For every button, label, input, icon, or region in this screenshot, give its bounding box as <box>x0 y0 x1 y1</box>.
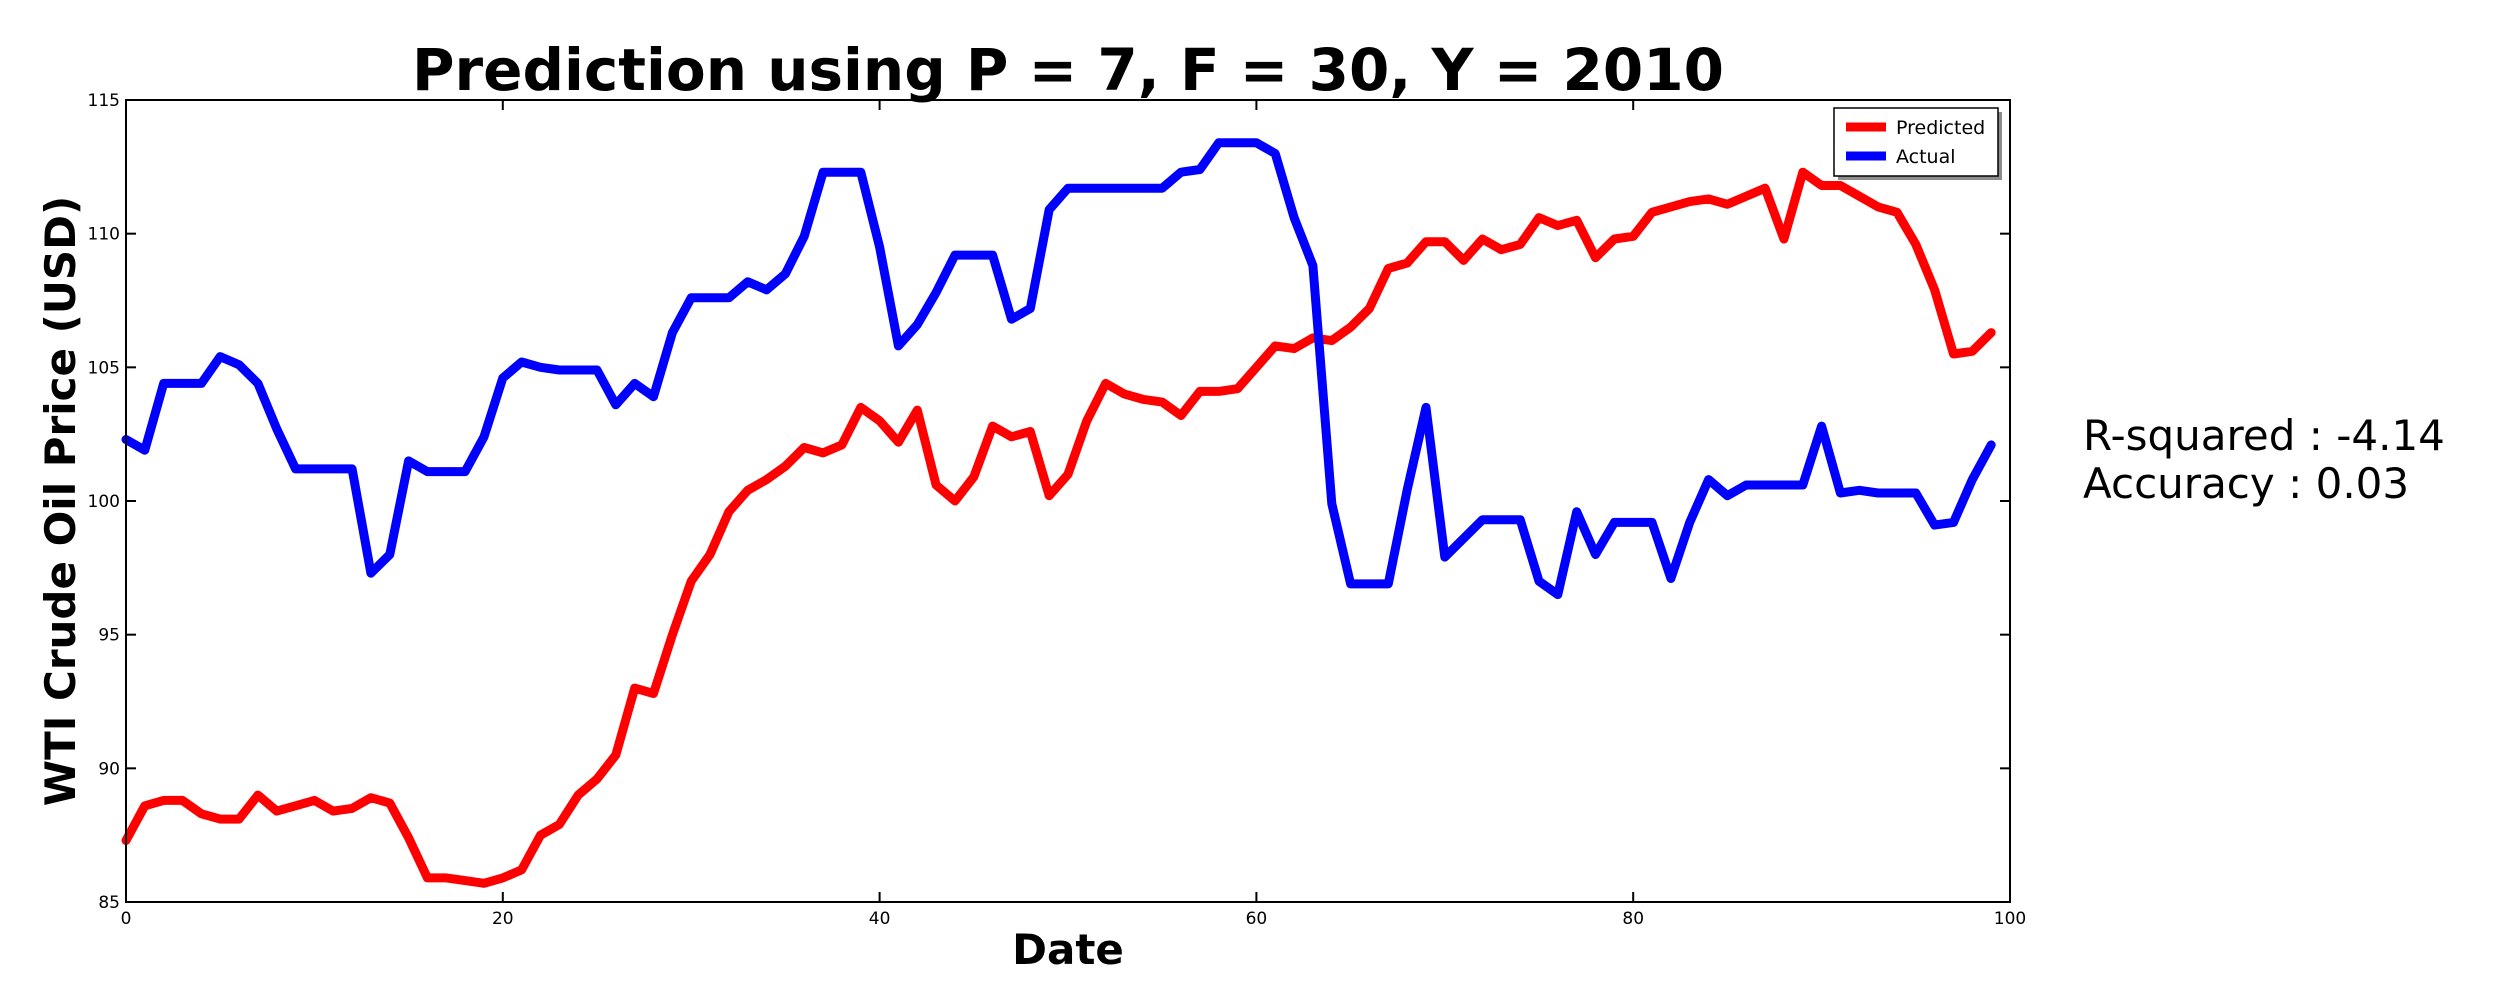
accuracy-text: Accuracy : 0.03 <box>2083 459 2410 508</box>
x-tick-label: 40 <box>869 909 891 929</box>
x-tick-label: 0 <box>121 909 132 929</box>
legend-box <box>1833 107 1999 177</box>
chart-title: Prediction using P = 7, F = 30, Y = 2010 <box>412 36 1724 104</box>
y-axis-label: WTI Crude Oil Price (USD) <box>36 196 85 806</box>
x-tick-label: 100 <box>1994 909 2026 929</box>
y-tick-label: 115 <box>88 91 120 111</box>
y-tick-label: 105 <box>88 358 120 378</box>
x-tick-label: 60 <box>1246 909 1268 929</box>
series-line-actual <box>121 138 1996 600</box>
plot-frame <box>125 99 2011 903</box>
legend-label-actual: Actual <box>1896 146 1956 168</box>
y-tick-label: 100 <box>88 492 120 512</box>
legend: Predicted Actual <box>1833 107 2002 180</box>
x-axis-label: Date <box>1012 925 1124 974</box>
legend-label-predicted: Predicted <box>1896 117 1985 139</box>
model-stats: R-squared : -4.14 Accuracy : 0.03 <box>2083 412 2445 508</box>
x-tick-label: 20 <box>492 909 514 929</box>
y-tick-label: 110 <box>88 225 120 245</box>
y-tick-label: 90 <box>98 759 120 779</box>
x-tick-label: 80 <box>1622 909 1644 929</box>
y-tick-label: 85 <box>98 893 120 913</box>
series-line-predicted <box>121 167 1996 888</box>
r-squared-text: R-squared : -4.14 <box>2083 411 2445 460</box>
y-tick-label: 95 <box>98 626 120 646</box>
